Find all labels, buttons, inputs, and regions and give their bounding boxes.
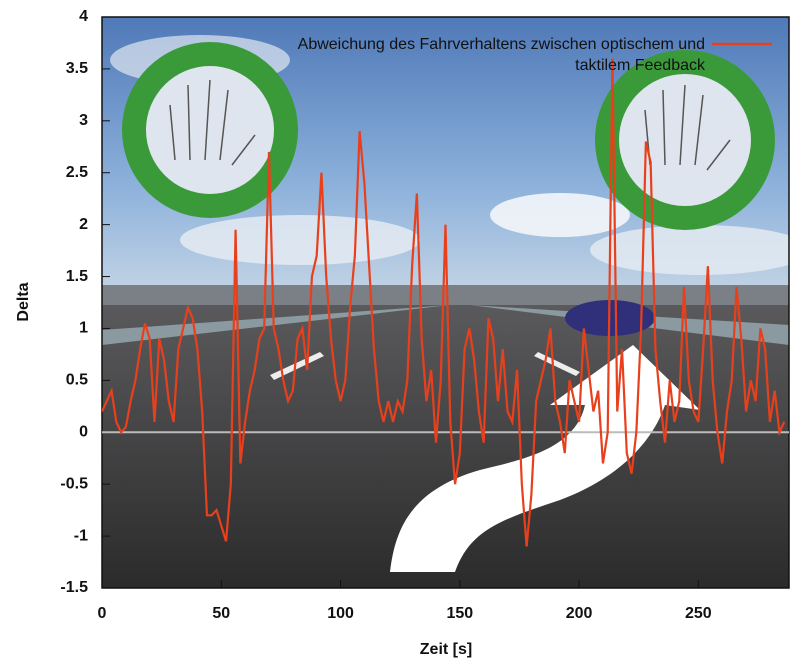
y-tick-label: 2: [79, 216, 88, 233]
x-tick-label: 50: [212, 605, 230, 622]
y-axis-label: Delta: [15, 282, 32, 321]
y-tick-label: 0: [79, 423, 88, 440]
legend-label: Abweichung des Fahrverhaltens zwischen o…: [250, 34, 705, 76]
y-tick-label: 2.5: [66, 164, 88, 181]
x-tick-label: 0: [98, 605, 107, 622]
x-tick-label: 250: [685, 605, 712, 622]
x-tick-label: 200: [566, 605, 593, 622]
x-tick-label: 150: [446, 605, 473, 622]
x-tick-label: 100: [327, 605, 354, 622]
y-tick-label: 4: [79, 8, 88, 25]
y-tick-label: 3.5: [66, 60, 88, 77]
y-tick-label: -1.5: [60, 579, 88, 596]
y-tick-label: -1: [74, 527, 88, 544]
y-tick-label: 3: [79, 112, 88, 129]
y-tick-label: 0.5: [66, 372, 88, 389]
y-tick-label: 1: [79, 320, 88, 337]
y-tick-label: 1.5: [66, 268, 88, 285]
x-axis-label: Zeit [s]: [420, 641, 472, 658]
page: {"chart_data":{"type":"line","x_label":"…: [0, 0, 792, 667]
y-tick-label: -0.5: [60, 475, 88, 492]
chart: Delta Zeit [s] -1.5 -1 -0.5 0 0.5 1 1.5 2 2.5 3 3.…: [0, 0, 792, 667]
